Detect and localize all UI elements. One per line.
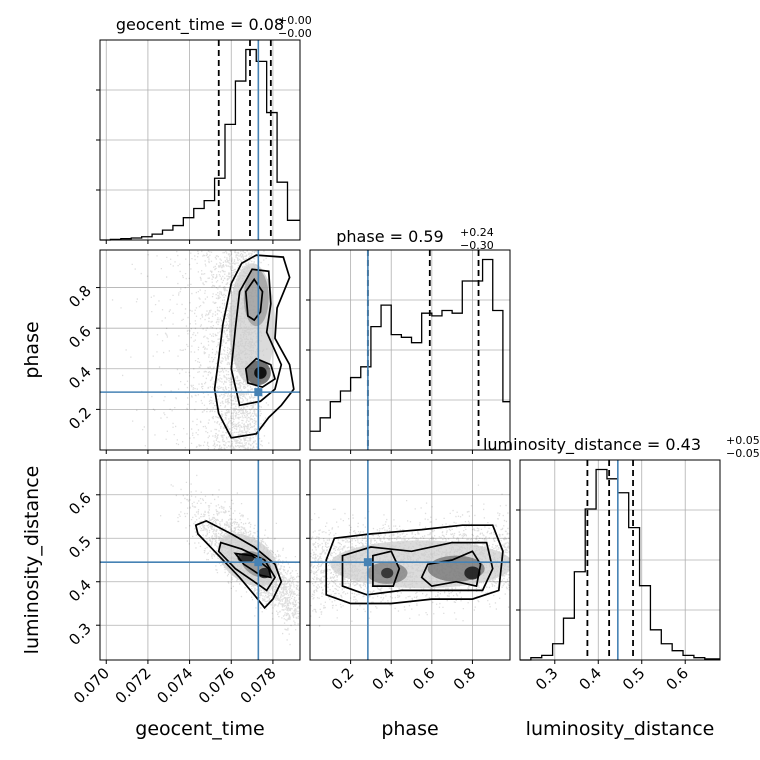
tick-label-x: 0.076 [195,664,238,707]
contour-inner [244,357,276,389]
contour-inner [372,550,401,587]
title-phase: phase = 0.59 [336,227,443,246]
tick-label-y: 0.5 [65,532,95,562]
contour-outer [194,519,283,610]
ylabel-phase: phase [21,321,43,378]
tick-label-x: 0.5 [619,664,649,694]
title-geocent-time-sub: −0.00 [278,27,312,40]
density-cell [330,540,510,589]
tick-label-x: 0.072 [112,664,155,707]
panel-hist-geocent-time [96,39,301,244]
title-luminosity-distance-sup: +0.05 [726,434,760,447]
tick-label-y: 0.6 [65,489,95,519]
xlabel-geocent-time: geocent_time [135,718,264,740]
tick-label-x: 0.6 [662,664,692,694]
title-phase-sub: −0.30 [460,239,494,252]
histogram-step-geocent_time [100,48,300,241]
tick-label-x: 0.070 [70,664,113,707]
tick-label-x: 0.4 [368,664,398,694]
panel-phase-vs-geocent-time: 0.2 0.4 0.6 0.8 [65,249,301,454]
panel-hist-luminosity-distance: 0.3 0.4 0.5 0.6 [516,459,721,694]
panel-luminosity-distance-vs-phase: 0.2 0.4 0.6 0.8 [306,459,511,694]
truth-marker [254,558,263,567]
tick-label-y: 0.3 [65,619,95,649]
histogram-step-luminosity_distance [520,468,720,661]
tick-label-x: 0.6 [409,664,439,694]
xlabel-phase: phase [381,718,438,740]
tick-label-x: 0.3 [532,664,562,694]
tick-label-x: 0.4 [575,664,605,694]
contour-middle [230,268,283,407]
xlabel-luminosity-distance: luminosity_distance [526,718,715,740]
contour-inner [244,277,264,322]
truth-marker [363,558,372,567]
density-cell [464,566,481,580]
title-geocent-time-sup: +0.00 [278,14,312,27]
panel-frame [309,249,511,451]
tick-label-y: 0.2 [65,403,95,433]
panel-frame [309,459,511,661]
histogram-step-phase [310,258,510,432]
plot-area [100,250,300,450]
ylabel-luminosity-distance: luminosity_distance [21,466,43,655]
truth-marker [254,388,263,397]
density-cell [254,366,267,379]
density-cell [381,567,394,579]
tick-label-x: 0.078 [237,664,280,707]
plot-area [310,460,510,660]
panel-frame [519,459,721,661]
plot-area [100,460,300,660]
contour-inner [233,552,272,579]
panel-frame [99,249,301,451]
tick-label-x: 0.8 [450,664,480,694]
panel-frame [99,459,301,661]
tick-label-y: 0.4 [65,363,95,393]
panel-frame [99,39,301,241]
contour-middle [341,541,494,596]
tick-label-y: 0.8 [65,282,95,312]
density-cell [243,269,269,327]
tick-label-y: 0.6 [65,322,95,352]
title-luminosity-distance-sub: −0.05 [726,447,760,460]
title-luminosity-distance: luminosity_distance = 0.43 [483,435,701,455]
title-phase-sup: +0.24 [460,226,494,239]
title-geocent-time: geocent_time = 0.08 [116,15,284,35]
contour-middle [217,541,276,592]
contour-outer [213,254,295,439]
contour-outer [325,524,504,605]
panel-hist-phase [306,249,511,454]
tick-label-y: 0.4 [65,576,95,606]
tick-label-x: 0.074 [153,664,196,707]
tick-label-x: 0.2 [328,664,358,694]
